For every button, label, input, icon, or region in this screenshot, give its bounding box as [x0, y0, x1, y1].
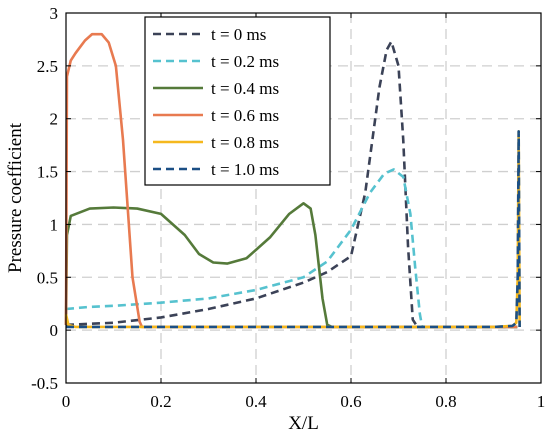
x-tick-label: 0.4 — [245, 392, 267, 411]
legend-label: t = 0.6 ms — [211, 106, 279, 125]
y-tick-label: 1 — [50, 215, 59, 234]
x-tick-label: 0.8 — [435, 392, 456, 411]
y-tick-label: 2.5 — [37, 57, 58, 76]
legend-label: t = 0.2 ms — [211, 52, 279, 71]
series-line-2 — [64, 201, 518, 329]
y-tick-label: -0.5 — [31, 374, 58, 393]
legend-label: t = 0 ms — [211, 25, 266, 44]
y-axis-label: Pressure coefficient — [5, 122, 26, 273]
y-tick-label: 0.5 — [37, 268, 58, 287]
legend-label: t = 0.8 ms — [211, 133, 279, 152]
x-tick-label: 0.6 — [340, 392, 361, 411]
x-tick-label: 1 — [537, 392, 546, 411]
x-tick-label: 0 — [62, 392, 71, 411]
grid — [66, 13, 541, 383]
y-tick-label: 3 — [50, 4, 59, 23]
series-group — [64, 32, 521, 329]
legend: t = 0 ms t = 0.2 ms t = 0.4 ms t = 0.6 ms t … — [144, 16, 331, 186]
plot-frame — [65, 12, 542, 384]
legend-label: t = 1.0 ms — [211, 160, 279, 179]
y-tick-label: 2 — [50, 110, 59, 129]
y-tick-label: 0 — [50, 321, 59, 340]
series-line-5 — [66, 130, 521, 329]
legend-label: t = 0.4 ms — [211, 79, 279, 98]
y-tick-label: 1.5 — [37, 163, 58, 182]
series-line-0 — [65, 40, 518, 329]
tick-labels: 0 0.2 0.4 0.6 0.8 1-0.500.511.522.53 — [31, 4, 545, 411]
x-axis-label: X/L — [288, 413, 319, 434]
x-tick-label: 0.2 — [150, 392, 171, 411]
legend-box — [144, 16, 331, 186]
series-line-1 — [65, 168, 518, 329]
